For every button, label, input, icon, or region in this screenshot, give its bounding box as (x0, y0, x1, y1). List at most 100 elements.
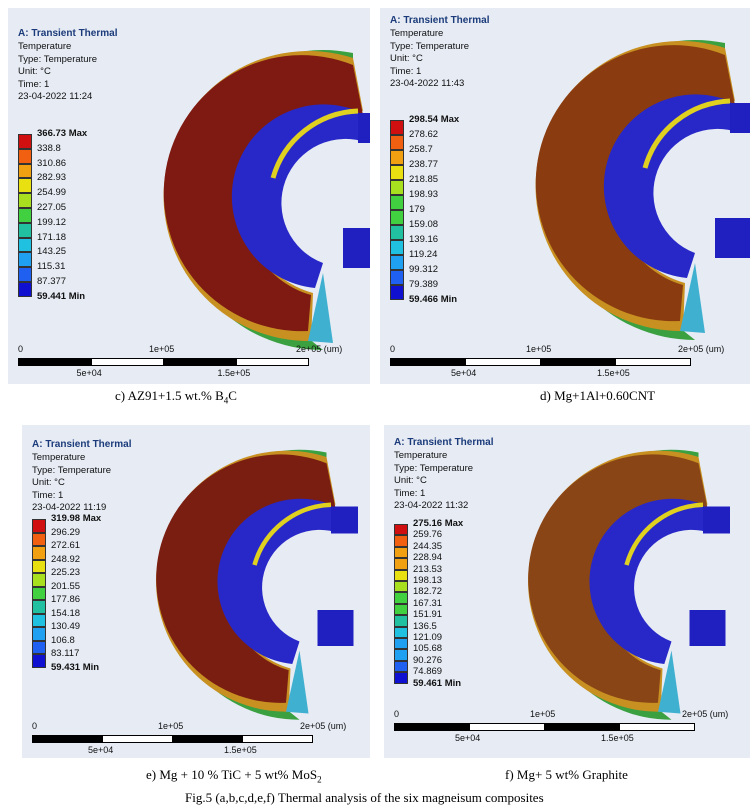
legend-label: 87.377 (37, 276, 67, 287)
legend-swatch (390, 180, 404, 195)
panel-f: A: Transient Thermal Temperature Type: Tem… (384, 425, 750, 758)
legend-label: 179 (409, 204, 425, 215)
legend-swatch (394, 581, 408, 593)
panel-c-model (163, 50, 370, 351)
caption-d-main: d) Mg+1Al+0.60CNT (540, 388, 656, 403)
legend-label: 244.35 (413, 540, 443, 552)
legend-swatch (32, 573, 46, 587)
legend-label: 59.461 Min (413, 677, 462, 689)
legend-label: 275.16 Max (413, 518, 464, 529)
legend-label: 154.18 (51, 607, 81, 619)
legend-label: 259.76 (413, 529, 443, 541)
caption-e-main: e) Mg + 10 % TiC + 5 wt% MoS (146, 767, 318, 782)
legend-swatch (390, 240, 404, 255)
panel-e-info-line: 23-04-2022 11:19 (32, 502, 107, 513)
legend-label: 254.99 (37, 187, 67, 199)
legend-label: 115.31 (37, 261, 66, 273)
legend-swatch (390, 135, 404, 150)
panel-f-info-line: Unit: °C (394, 475, 427, 486)
panel-c-info-line: Type: Temperature (18, 53, 98, 65)
caption-d: d) Mg+1Al+0.60CNT (540, 388, 655, 404)
legend-swatch (18, 252, 32, 268)
panel-f-info-line: Temperature (394, 450, 448, 461)
legend-swatch (18, 267, 32, 282)
scale-segment (102, 735, 173, 743)
caption-e: e) Mg + 10 % TiC + 5 wt% MoS2 (146, 767, 322, 785)
scale-segment (90, 358, 164, 366)
scale-segment (390, 358, 466, 366)
scale-segment (615, 358, 691, 366)
legend-label: 79.389 (409, 279, 439, 290)
legend-swatch (394, 660, 408, 673)
caption-c-end: C (228, 388, 237, 403)
scale-segment (242, 735, 313, 743)
legend-swatch (394, 649, 408, 661)
legend-label: 199.12 (37, 216, 67, 228)
panel-c-title: A: Transient Thermal (18, 28, 118, 39)
scale-tick-label: 2e+05 (um) (300, 721, 347, 731)
scale-tick-label: 0 (394, 709, 400, 719)
scale-tick-label: 1e+05 (526, 344, 552, 354)
legend-swatch (394, 546, 408, 559)
legend-swatch (18, 222, 32, 238)
legend-swatch (32, 559, 46, 573)
legend-swatch (390, 225, 404, 240)
scale-tick-label: 5e+04 (88, 745, 114, 755)
panel-d-info-line: Temperature (390, 28, 444, 39)
panel-d-info-line: 23-04-2022 11:43 (390, 78, 465, 89)
scale-segment (540, 358, 616, 366)
legend-swatch (32, 654, 46, 668)
legend-swatch (394, 535, 408, 547)
scale-segment (469, 723, 545, 731)
legend-swatch (32, 627, 46, 641)
legend-label: 99.312 (409, 264, 439, 275)
scale-tick-label: 5e+04 (455, 733, 481, 743)
figure-caption: Fig.5 (a,b,c,d,e,f) Thermal analysis of … (185, 790, 544, 805)
panel-f-info-line: Type: Temperature (394, 462, 474, 474)
panel-c: A: Transient Thermal Temperature Type: Tem… (8, 8, 370, 384)
legend-swatch (390, 285, 404, 300)
panel-c-info-line: 23-04-2022 11:24 (18, 91, 93, 102)
caption-c-main: c) AZ91+1.5 wt.% B (115, 388, 224, 403)
legend-label: 119.24 (409, 249, 438, 260)
scale-segment (18, 358, 92, 366)
panel-f-info-line: Time: 1 (394, 487, 426, 499)
legend-label: 338.8 (37, 142, 61, 154)
scale-segment (619, 723, 695, 731)
scale-segment (235, 358, 309, 366)
panel-d: A: Transient Thermal Temperature Type: Tem… (380, 8, 750, 384)
legend-label: 248.92 (51, 553, 81, 565)
legend-label: 201.55 (51, 580, 81, 592)
legend-swatch (18, 237, 32, 253)
legend-label: 310.86 (37, 157, 67, 169)
legend-swatch (394, 524, 408, 536)
legend-swatch (394, 626, 408, 638)
panel-c-info-line: Temperature (18, 41, 72, 52)
scale-tick-label: 2e+05 (um) (682, 709, 729, 719)
caption-f-main: f) Mg+ 5 wt% Graphite (505, 767, 628, 782)
scale-tick-label: 0 (390, 344, 396, 354)
caption-e-sub: 2 (317, 774, 322, 785)
legend-swatch (32, 586, 46, 600)
scale-tick-label: 5e+04 (451, 368, 477, 378)
panel-d-info-line: Type: Temperature (390, 40, 470, 52)
legend-label: 198.13 (413, 575, 443, 586)
panel-e-info-line: Time: 1 (32, 489, 64, 501)
panel-e-info-line: Type: Temperature (32, 464, 112, 476)
scale-tick-label: 1e+05 (158, 721, 184, 731)
legend-swatch (394, 569, 408, 581)
legend-swatch (390, 195, 404, 210)
legend-label: 213.53 (413, 563, 443, 575)
legend-label: 258.7 (409, 144, 433, 155)
legend-swatch (18, 148, 32, 164)
scale-segment (163, 358, 237, 366)
legend-swatch (18, 208, 32, 223)
panel-c-info-line: Unit: °C (18, 66, 51, 77)
panel-e: A: Transient Thermal Temperature Type: Tem… (22, 425, 370, 758)
legend-swatch (394, 638, 408, 650)
scale-tick-label: 0 (32, 721, 38, 731)
legend-label: 228.94 (413, 552, 443, 564)
legend-label: 319.98 Max (51, 513, 102, 524)
legend-swatch (32, 519, 46, 533)
legend-label: 121.09 (413, 632, 443, 643)
